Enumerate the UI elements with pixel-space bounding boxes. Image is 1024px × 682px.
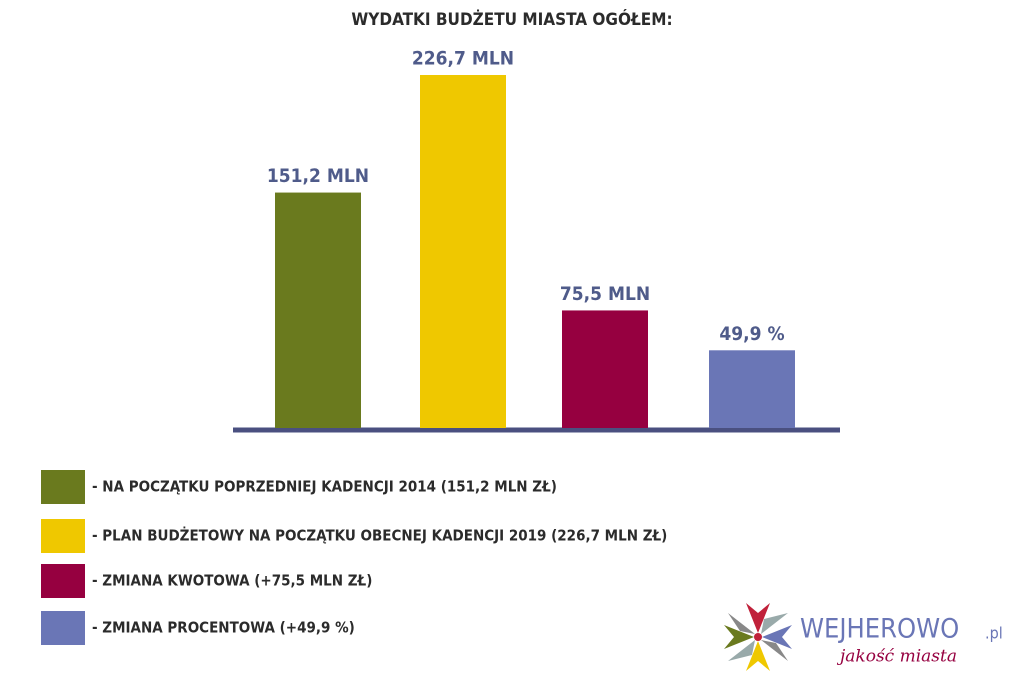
value-label: 226,7 MLN — [412, 48, 514, 70]
logo-petal — [746, 641, 770, 671]
logo-petal — [746, 603, 770, 633]
logo-suffix: .pl — [985, 624, 1003, 643]
legend-swatch — [41, 470, 85, 504]
logo-petal — [761, 640, 788, 661]
bar — [420, 75, 506, 428]
bar — [709, 350, 795, 428]
logo-petal — [728, 640, 755, 661]
legend-label: - PLAN BUDŻETOWY NA POCZĄTKU OBECNEJ KAD… — [92, 526, 667, 545]
legend-label: - ZMIANA PROCENTOWA (+49,9 %) — [92, 619, 355, 637]
chart-title: WYDATKI BUDŻETU MIASTA OGÓŁEM: — [351, 8, 672, 30]
value-label: 151,2 MLN — [267, 165, 369, 187]
legend-label: - NA POCZĄTKU POPRZEDNIEJ KADENCJI 2014 … — [92, 478, 557, 496]
legend-swatch — [41, 611, 85, 645]
value-label: 75,5 MLN — [560, 283, 650, 305]
logo — [724, 603, 792, 671]
value-label: 49,9 % — [719, 323, 784, 345]
logo-petal — [761, 613, 788, 634]
logo-center — [754, 633, 762, 641]
legend-swatch — [41, 519, 85, 553]
bar — [562, 310, 648, 428]
logo-petal — [762, 625, 792, 649]
bar — [275, 192, 361, 428]
logo-name: WEJHEROWO — [800, 614, 959, 645]
logo-petal — [728, 613, 755, 634]
legend-label: - ZMIANA KWOTOWA (+75,5 MLN ZŁ) — [92, 572, 372, 590]
logo-petal — [724, 625, 754, 649]
legend-swatch — [41, 564, 85, 598]
logo-tagline: jakość miasta — [836, 647, 957, 667]
